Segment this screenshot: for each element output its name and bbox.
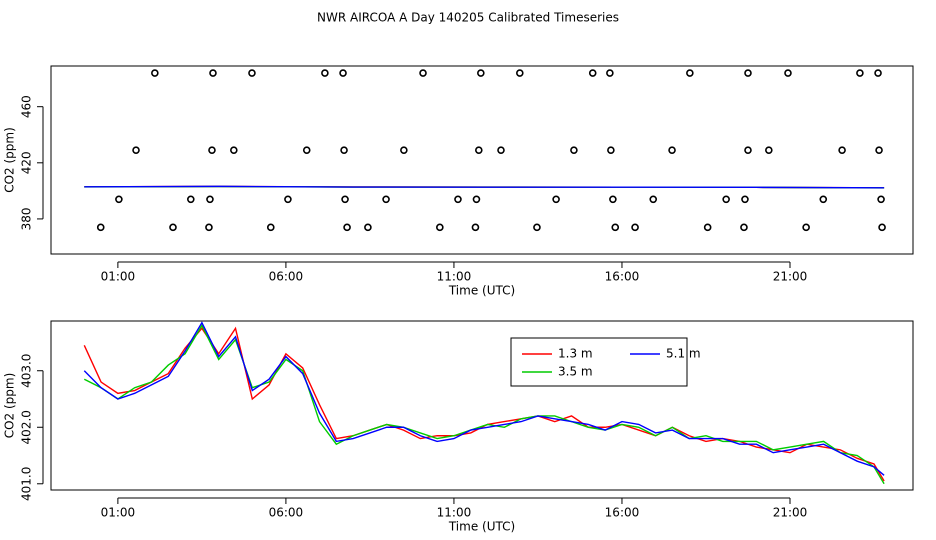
data-point <box>703 223 712 232</box>
x-tick-label: 16:00 <box>605 270 640 284</box>
data-point <box>588 69 597 77</box>
data-point <box>477 69 485 77</box>
x-tick-label: 06:00 <box>269 270 304 284</box>
data-point <box>96 223 105 232</box>
data-point <box>877 195 885 204</box>
data-point <box>382 195 390 204</box>
x-tick-label: 16:00 <box>605 506 640 520</box>
y-axis-label: CO2 (ppm) <box>3 127 17 193</box>
data-point <box>497 146 505 154</box>
data-point <box>132 146 140 154</box>
y-tick-label: 460 <box>20 95 34 118</box>
data-point <box>741 195 749 204</box>
data-point <box>722 195 730 204</box>
data-line <box>83 324 885 485</box>
data-point <box>874 69 882 77</box>
x-tick-label: 21:00 <box>773 270 808 284</box>
data-point <box>400 146 408 154</box>
x-axis-label: Time (UTC) <box>448 520 515 534</box>
data-point <box>187 195 195 204</box>
data-point <box>169 223 177 232</box>
data-point <box>419 69 427 77</box>
data-point <box>611 223 620 232</box>
data-point <box>649 195 658 204</box>
y-tick-label: 403.0 <box>20 354 34 388</box>
data-point <box>631 223 639 232</box>
data-point <box>475 146 483 154</box>
data-line <box>83 321 885 476</box>
data-point <box>609 195 617 204</box>
data-point <box>472 195 481 204</box>
y-tick-label: 420 <box>20 151 34 174</box>
data-point <box>302 146 311 154</box>
data-point <box>471 223 480 232</box>
data-point <box>341 195 349 204</box>
chart-title: NWR AIRCOA A Day 140205 Calibrated Times… <box>317 11 619 25</box>
x-tick-label: 06:00 <box>269 506 304 520</box>
legend-label: 5.1 m <box>666 347 701 361</box>
data-point <box>516 69 524 77</box>
data-point <box>339 69 347 77</box>
legend-box <box>510 337 688 387</box>
y-axis-label: CO2 (ppm) <box>3 373 17 439</box>
y-tick-label: 401.0 <box>20 467 34 501</box>
data-line <box>84 185 885 189</box>
data-point <box>436 223 444 232</box>
data-point <box>266 223 275 232</box>
data-point <box>205 223 213 232</box>
data-point <box>340 146 348 154</box>
data-point <box>878 223 886 232</box>
data-point <box>570 146 578 154</box>
x-axis-label: Time (UTC) <box>448 284 515 298</box>
y-tick-label: 402.0 <box>20 410 34 444</box>
x-tick-label: 01:00 <box>101 270 136 284</box>
data-point <box>740 223 748 232</box>
data-point <box>284 195 292 204</box>
data-point <box>209 69 217 77</box>
data-point <box>686 69 694 77</box>
data-point <box>744 146 752 154</box>
data-point <box>151 69 159 77</box>
x-tick-label: 21:00 <box>773 506 808 520</box>
data-point <box>454 195 462 204</box>
data-point <box>856 69 864 77</box>
data-point <box>607 146 615 154</box>
legend-label: 1.3 m <box>558 347 593 361</box>
data-point <box>838 146 846 154</box>
data-point <box>206 195 214 204</box>
data-point <box>744 69 752 77</box>
data-point <box>875 146 883 154</box>
x-tick-label: 11:00 <box>437 270 472 284</box>
y-tick-label: 380 <box>20 207 34 230</box>
data-point <box>668 146 676 154</box>
data-point <box>208 146 216 154</box>
data-point <box>802 223 810 232</box>
data-point <box>552 195 560 204</box>
data-point <box>819 195 828 204</box>
data-point <box>606 69 614 77</box>
x-tick-label: 11:00 <box>437 506 472 520</box>
plot-frame <box>50 65 914 255</box>
data-point <box>364 223 372 232</box>
data-point <box>115 195 123 204</box>
data-point <box>765 146 773 154</box>
data-point <box>230 146 238 154</box>
data-point <box>248 69 256 77</box>
legend-label: 3.5 m <box>558 365 593 379</box>
data-point <box>343 223 351 232</box>
plot-frame <box>50 320 914 491</box>
x-tick-label: 01:00 <box>101 506 136 520</box>
data-point <box>784 69 792 77</box>
data-point <box>321 69 329 77</box>
data-point <box>533 223 541 232</box>
